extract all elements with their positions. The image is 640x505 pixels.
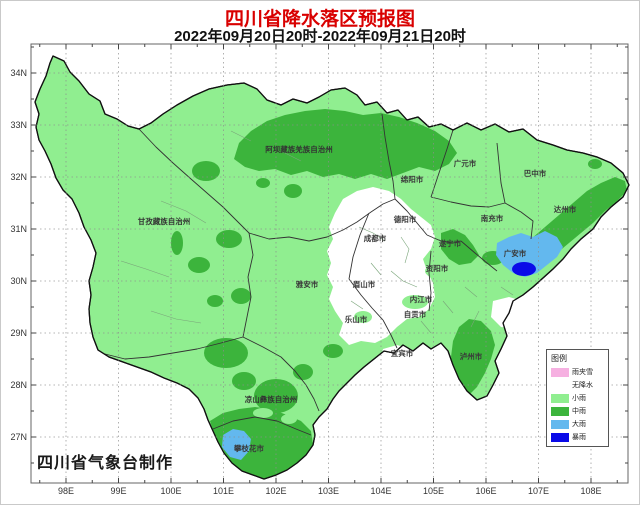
storm-cell: [512, 262, 536, 276]
svg-text:106E: 106E: [475, 486, 496, 496]
svg-text:34N: 34N: [10, 68, 27, 78]
svg-text:99E: 99E: [110, 486, 126, 496]
heavy-rain-swatch: [551, 419, 569, 429]
svg-text:100E: 100E: [160, 486, 181, 496]
legend-item-no-rain: 无降水: [551, 380, 604, 390]
light-rain-swatch: [551, 393, 569, 403]
legend-item-heavy-rain: 大雨: [551, 419, 604, 429]
region-label: 巴中市: [524, 168, 547, 178]
province-outline: [34, 55, 630, 480]
region-label: 南充市: [481, 213, 504, 223]
region-label: 乐山市: [345, 314, 368, 324]
no-rain-swatch: [551, 380, 569, 390]
region-label: 眉山市: [353, 279, 376, 289]
svg-text:27N: 27N: [10, 432, 27, 442]
region-label: 攀枝花市: [233, 443, 264, 453]
svg-text:107E: 107E: [528, 486, 549, 496]
region-label: 凉山彝族自治州: [245, 394, 298, 404]
page-title: 四川省降水落区预报图: [224, 9, 415, 30]
region-label: 广安市: [504, 248, 527, 258]
region-label: 达州市: [554, 204, 577, 214]
svg-text:33N: 33N: [10, 120, 27, 130]
region-labels: 阿坝藏族羌族自治州 甘孜藏族自治州 广元市 绵阳市 巴中市 达州市 南充市 德阳…: [138, 144, 577, 453]
svg-text:105E: 105E: [423, 486, 444, 496]
region-label: 遂宁市: [439, 238, 462, 248]
region-label: 资阳市: [426, 263, 449, 273]
svg-text:104E: 104E: [370, 486, 391, 496]
region-label: 雅安市: [296, 279, 319, 289]
region-label: 泸州市: [460, 351, 483, 361]
region-label: 自贡市: [404, 309, 427, 319]
svg-text:28N: 28N: [10, 380, 27, 390]
svg-text:103E: 103E: [318, 486, 339, 496]
svg-text:32N: 32N: [10, 172, 27, 182]
svg-text:108E: 108E: [580, 486, 601, 496]
axis-ticks: [31, 44, 628, 483]
longitude-labels: 98E 99E 100E 101E 102E 103E 104E 105E 10…: [58, 486, 602, 496]
graticule: [31, 44, 628, 483]
region-label: 甘孜藏族自治州: [138, 216, 191, 226]
svg-text:30N: 30N: [10, 276, 27, 286]
forecast-period: 2022年09月20日20时-2022年09月21日20时: [174, 28, 466, 45]
legend-item-light-rain: 小雨: [551, 393, 604, 403]
panhandle-light-spots: [253, 408, 297, 424]
region-label: 宜宾市: [391, 348, 414, 358]
legend-item-sleet: 雨夹雪: [551, 367, 604, 377]
svg-text:31N: 31N: [10, 224, 27, 234]
region-label: 内江市: [410, 294, 433, 304]
sleet-swatch: [551, 367, 569, 377]
legend: 图例 雨夹雪 无降水 小雨 中雨 大雨 暴雨: [546, 349, 609, 447]
svg-text:98E: 98E: [58, 486, 74, 496]
region-label: 广元市: [454, 158, 477, 168]
light-rain-islands: [354, 264, 449, 342]
prefecture-boundaries: [100, 113, 534, 436]
region-label: 阿坝藏族羌族自治州: [265, 144, 333, 154]
moderate-rain-swatch: [551, 406, 569, 416]
storm-swatch: [551, 432, 569, 442]
region-label: 绵阳市: [401, 174, 424, 184]
legend-item-moderate-rain: 中雨: [551, 406, 604, 416]
legend-item-storm: 暴雨: [551, 432, 604, 442]
region-label: 德阳市: [394, 214, 417, 224]
producer-credit: 四川省气象台制作: [37, 455, 174, 472]
legend-title: 图例: [551, 354, 567, 363]
county-boundaries: [120, 130, 514, 334]
svg-text:101E: 101E: [213, 486, 234, 496]
region-label: 成都市: [364, 233, 387, 243]
moderate-rain-layer: [171, 109, 627, 479]
svg-text:29N: 29N: [10, 328, 27, 338]
latitude-labels: 34N 33N 32N 31N 30N 29N 28N 27N: [10, 68, 27, 442]
svg-text:102E: 102E: [265, 486, 286, 496]
